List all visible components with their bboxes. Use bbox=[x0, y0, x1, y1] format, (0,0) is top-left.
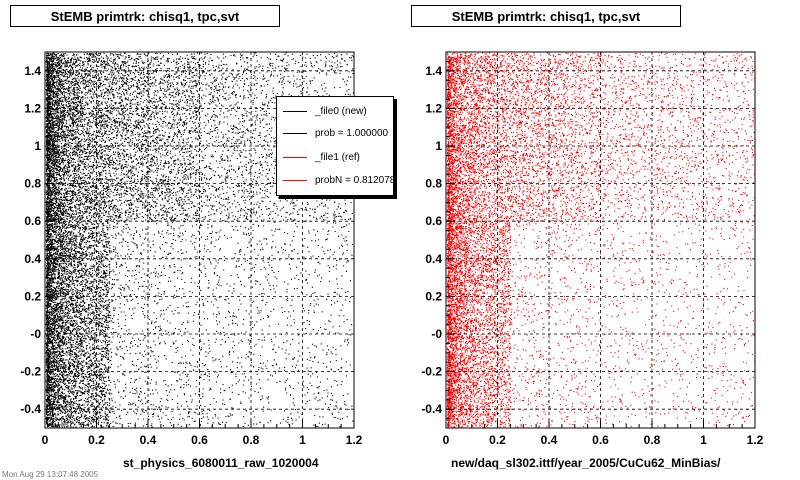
right-ytick-label-4: 0.4 bbox=[425, 252, 442, 266]
right-ytick-label-6: 0.8 bbox=[425, 177, 442, 191]
right-ytick-label-5: 0.6 bbox=[425, 214, 442, 228]
right-xtick-label-6: 1.2 bbox=[747, 433, 764, 447]
legend-entry-file1: _file1 (ref) bbox=[277, 147, 360, 167]
right-xtick-label-4: 0.8 bbox=[644, 433, 661, 447]
right-ytick-label-1: -0.2 bbox=[421, 365, 442, 379]
left-xtick-label-3: 0.6 bbox=[191, 433, 208, 447]
right-xtick-label-3: 0.6 bbox=[592, 433, 609, 447]
legend-box: _file0 (new) prob = 1.000000 _file1 (ref… bbox=[276, 96, 394, 196]
legend-label-prob: prob = 1.000000 bbox=[315, 127, 389, 139]
left-xtick-label-5: 1 bbox=[299, 433, 306, 447]
left-ytick-label-7: 1 bbox=[34, 139, 41, 153]
right-ytick-label-8: 1.2 bbox=[425, 101, 442, 115]
left-ytick-label-1: -0.2 bbox=[20, 365, 41, 379]
right-xtick-label-1: 0.2 bbox=[489, 433, 506, 447]
legend-entry-probn: probN = 0.812078 bbox=[277, 170, 394, 190]
legend-line-prob bbox=[283, 132, 307, 134]
right-plot: 0 0.2 0.4 0.6 0.8 1 1.2 -0.4 -0.2 -0 0.2 0.4 0.6 0.8 1… bbox=[421, 51, 764, 447]
right-xtick-label-2: 0.4 bbox=[541, 433, 558, 447]
legend-entry-prob: prob = 1.000000 bbox=[277, 123, 388, 143]
legend-label-file0: _file0 (new) bbox=[315, 105, 367, 117]
right-ytick-label-9: 1.4 bbox=[425, 64, 442, 78]
left-xtick-label-1: 0.2 bbox=[88, 433, 105, 447]
legend-label-probn: probN = 0.812078 bbox=[315, 174, 394, 186]
legend-line-file1 bbox=[283, 156, 307, 158]
footer-timestamp: Mon Aug 29 13:07:48 2005 bbox=[2, 470, 99, 479]
left-ytick-label-4: 0.4 bbox=[24, 252, 41, 266]
legend-entry-file0: _file0 (new) bbox=[277, 101, 367, 121]
left-xtick-label-2: 0.4 bbox=[140, 433, 157, 447]
left-xtick-label-4: 0.8 bbox=[243, 433, 260, 447]
right-xtick-label-5: 1 bbox=[700, 433, 707, 447]
right-ytick-label-0: -0.4 bbox=[421, 402, 442, 416]
right-x-caption: new/daq_sl302.ittf/year_2005/CuCu62_MinB… bbox=[451, 456, 721, 470]
right-xtick-label-0: 0 bbox=[443, 433, 450, 447]
left-ytick-label-0: -0.4 bbox=[20, 402, 41, 416]
left-plot-title: StEMB primtrk: chisq1, tpc,svt bbox=[10, 5, 280, 27]
right-ytick-label-2: -0 bbox=[431, 327, 442, 341]
left-ytick-label-6: 0.8 bbox=[24, 177, 41, 191]
legend-line-file0 bbox=[283, 110, 307, 112]
right-plot-title: StEMB primtrk: chisq1, tpc,svt bbox=[411, 5, 681, 27]
left-x-caption: st_physics_6080011_raw_1020004 bbox=[123, 456, 319, 470]
left-ytick-label-9: 1.4 bbox=[24, 64, 41, 78]
right-ytick-label-3: 0.2 bbox=[425, 289, 442, 303]
left-ytick-label-3: 0.2 bbox=[24, 289, 41, 303]
right-ytick-label-7: 1 bbox=[435, 139, 442, 153]
left-scatter-points bbox=[46, 52, 354, 428]
left-ytick-label-5: 0.6 bbox=[24, 214, 41, 228]
legend-label-file1: _file1 (ref) bbox=[315, 151, 361, 163]
left-ytick-label-2: -0 bbox=[30, 327, 41, 341]
legend-line-probn bbox=[283, 179, 307, 181]
left-ytick-label-8: 1.2 bbox=[24, 101, 41, 115]
left-xtick-label-6: 1.2 bbox=[346, 433, 363, 447]
left-xtick-label-0: 0 bbox=[42, 433, 49, 447]
